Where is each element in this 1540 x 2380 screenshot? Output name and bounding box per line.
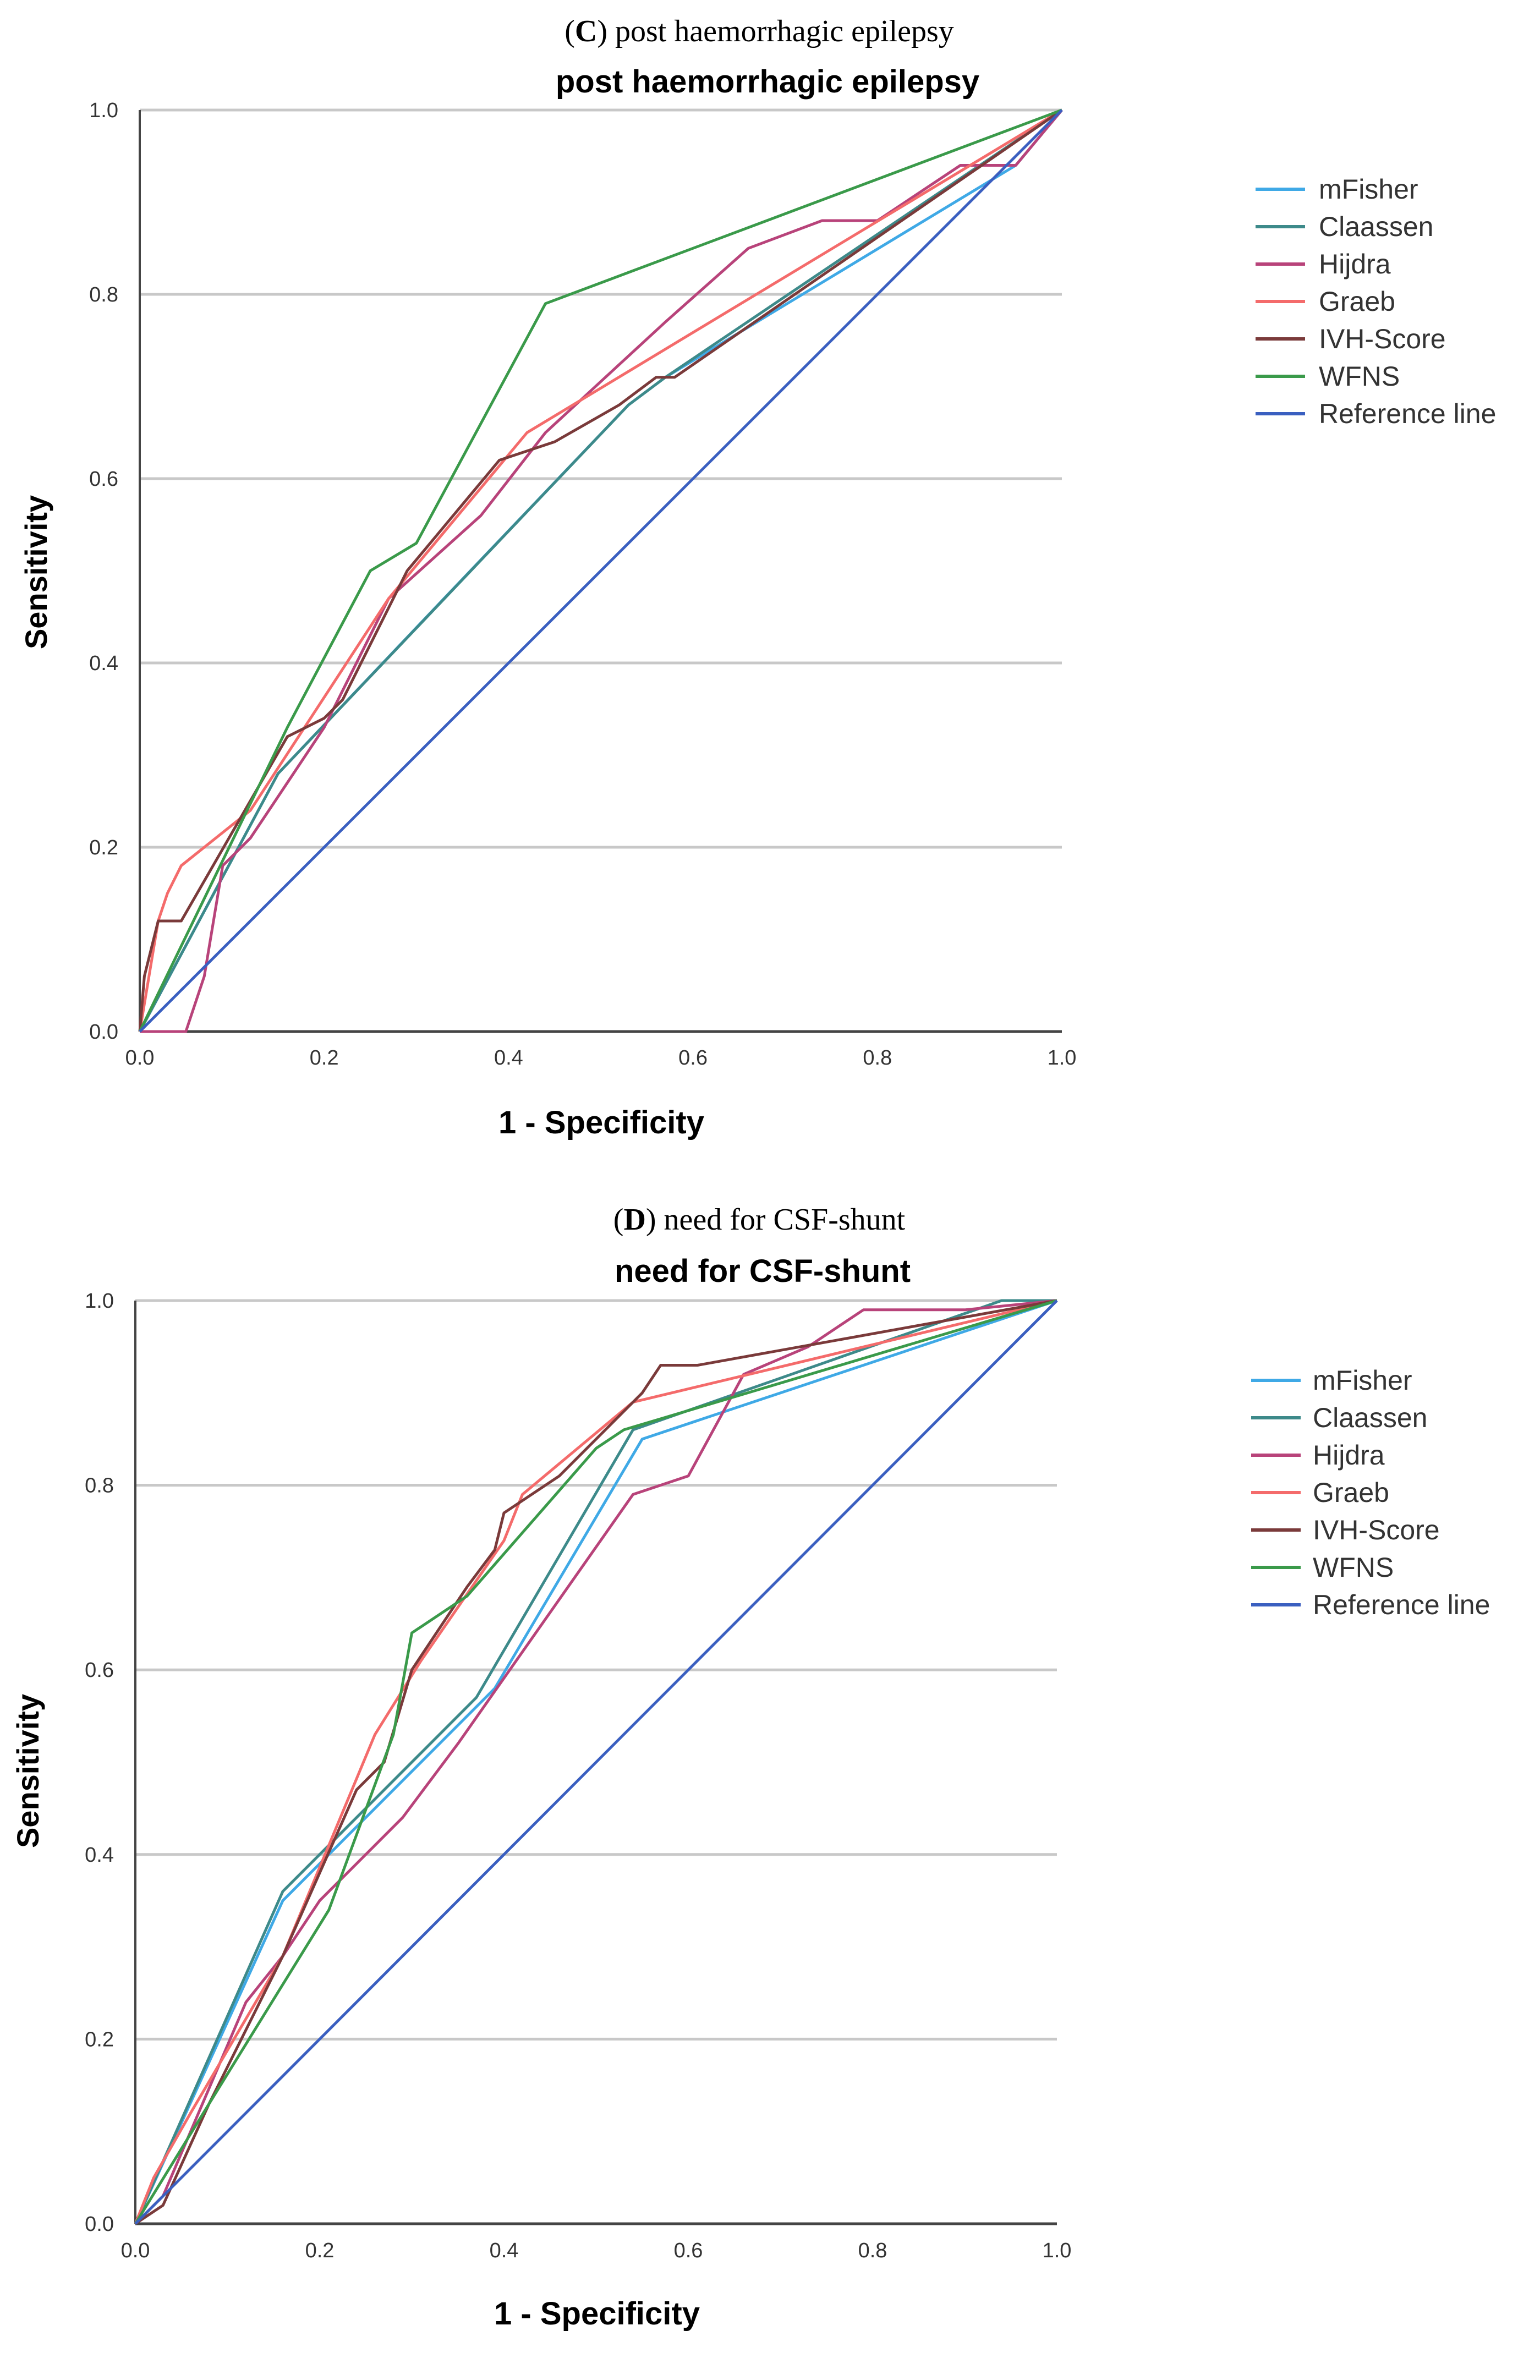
legend-item: Reference line — [1251, 1589, 1490, 1620]
series-line-hijdra — [140, 109, 1063, 1033]
legend-item: Graeb — [1251, 1477, 1389, 1508]
chart-title: need for CSF-shunt — [615, 1253, 911, 1289]
panel-letter: D — [623, 1203, 645, 1237]
caption-text: need for CSF-shunt — [664, 1203, 906, 1237]
y-tick-label: 0.0 — [85, 2213, 114, 2236]
y-tick-label: 0.2 — [89, 836, 118, 859]
series-line-claassen — [134, 1299, 1057, 2225]
caption-paren-close: ) — [597, 14, 615, 48]
caption-paren-open: ( — [613, 1203, 624, 1237]
x-tick-label: 0.6 — [674, 2239, 703, 2262]
legend-label: IVH-Score — [1313, 1515, 1440, 1545]
y-axis-label: Sensitivity — [19, 495, 53, 649]
y-tick-label: 0.8 — [89, 283, 118, 306]
legend-item: Claassen — [1251, 1402, 1427, 1433]
figure-caption: (D) need for CSF-shunt — [613, 1203, 906, 1237]
series-line-graeb — [138, 108, 1063, 1032]
series-line-reference-line — [134, 1299, 1058, 2225]
legend: mFisher Claassen Hijdra Graeb IVH-Score WFNS R… — [1251, 1365, 1490, 1620]
legend-label: Hijdra — [1319, 249, 1391, 279]
legend-item: WFNS — [1256, 361, 1400, 392]
legend-label: IVH-Score — [1319, 323, 1446, 354]
series-line-reference-line — [139, 109, 1063, 1033]
y-tick-label: 1.0 — [89, 99, 118, 122]
y-tick-label: 0.4 — [89, 652, 118, 675]
x-tick-label: 1.0 — [1043, 2239, 1072, 2262]
x-tick-label: 0.8 — [858, 2239, 887, 2262]
x-axis-label: 1 - Specificity — [498, 1105, 704, 1140]
y-tick-label: 0.4 — [85, 1844, 114, 1867]
series-line-ivh-score — [134, 1299, 1057, 2225]
legend-label: WFNS — [1313, 1552, 1394, 1583]
caption-text: post haemorrhagic epilepsy — [615, 14, 954, 48]
legend-item: mFisher — [1256, 174, 1418, 205]
legend-label: Graeb — [1313, 1477, 1389, 1508]
legend-item: Hijdra — [1256, 249, 1391, 279]
legend-label: WFNS — [1319, 361, 1400, 392]
legend-label: Claassen — [1319, 211, 1433, 242]
legend-item: Reference line — [1256, 398, 1496, 429]
x-tick-label: 0.0 — [121, 2239, 150, 2262]
legend-label: Reference line — [1313, 1589, 1490, 1620]
chart-title: post haemorrhagic epilepsy — [556, 64, 979, 100]
y-tick-label: 0.8 — [85, 1474, 114, 1498]
x-tick-label: 0.0 — [125, 1046, 155, 1070]
legend-label: Claassen — [1313, 1402, 1427, 1433]
series-line-hijdra — [134, 1299, 1057, 2225]
y-tick-label: 1.0 — [85, 1290, 114, 1313]
y-tick-label: 0.6 — [85, 1659, 114, 1682]
figure-caption: (C) post haemorrhagic epilepsy — [565, 14, 954, 48]
legend-item: mFisher — [1251, 1365, 1412, 1396]
x-axis-label: 1 - Specificity — [494, 2296, 700, 2332]
legend-label: Reference line — [1319, 398, 1496, 429]
x-tick-label: 0.6 — [678, 1046, 708, 1070]
legend-item: IVH-Score — [1256, 323, 1446, 354]
legend: mFisher Claassen Hijdra Graeb IVH-Score WFNS R… — [1256, 174, 1496, 429]
series-line-mfisher — [134, 1299, 1057, 2225]
x-tick-label: 0.8 — [863, 1046, 892, 1070]
legend-item: WFNS — [1251, 1552, 1394, 1583]
legend-item: Claassen — [1256, 211, 1433, 242]
x-tick-label: 0.2 — [305, 2239, 335, 2262]
panel-letter: C — [575, 14, 597, 48]
legend-label: mFisher — [1313, 1365, 1412, 1396]
x-tick-label: 1.0 — [1048, 1046, 1077, 1070]
y-axis-label: Sensitivity — [10, 1694, 45, 1848]
caption-paren-close: ) — [646, 1203, 664, 1237]
x-tick-label: 0.2 — [310, 1046, 339, 1070]
legend-label: Graeb — [1319, 286, 1395, 317]
y-tick-label: 0.6 — [89, 468, 118, 491]
series-line-graeb — [134, 1299, 1057, 2224]
legend-label: Hijdra — [1313, 1440, 1385, 1471]
caption-paren-open: ( — [565, 14, 575, 48]
series-line-ivh-score — [138, 108, 1063, 1032]
x-tick-label: 0.4 — [490, 2239, 519, 2262]
legend-label: mFisher — [1319, 174, 1418, 205]
x-tick-label: 0.4 — [494, 1046, 523, 1070]
series-line-claassen — [138, 108, 1063, 1033]
legend-item: Hijdra — [1251, 1440, 1385, 1471]
y-tick-label: 0.2 — [85, 2028, 114, 2051]
series-line-wfns — [134, 1299, 1057, 2225]
y-tick-label: 0.0 — [89, 1021, 118, 1044]
legend-item: Graeb — [1256, 286, 1395, 317]
legend-item: IVH-Score — [1251, 1515, 1440, 1545]
series-line-wfns — [138, 108, 1062, 1033]
